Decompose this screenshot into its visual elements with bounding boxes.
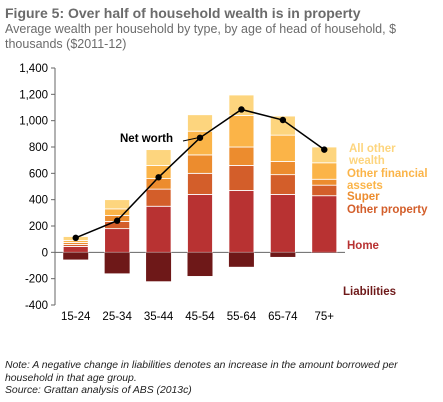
bar-segment bbox=[145, 149, 172, 166]
bar-segment bbox=[187, 154, 213, 174]
bar-segment-liabilities bbox=[146, 252, 172, 282]
bar-segment bbox=[187, 114, 213, 132]
bar-segment bbox=[311, 184, 338, 197]
y-tick-label: -200 bbox=[25, 274, 48, 286]
y-tick-label: 0 bbox=[42, 247, 48, 259]
bar-segment bbox=[269, 161, 296, 176]
net-worth-point bbox=[238, 106, 245, 113]
bar-segment bbox=[187, 172, 213, 195]
net-worth-point bbox=[196, 134, 204, 141]
x-tick-label: 65-74 bbox=[268, 311, 298, 323]
bar-segment bbox=[228, 190, 255, 253]
bar-segment-liabilities bbox=[228, 252, 254, 267]
legend-label-other-financial-assets: Other financial assets bbox=[347, 168, 428, 192]
legend-label-super: Super bbox=[347, 191, 380, 203]
bar-segment-liabilities bbox=[63, 252, 89, 260]
y-tick-label: 800 bbox=[29, 142, 48, 154]
figure-subtitle: Average wealth per household by type, by… bbox=[5, 22, 397, 51]
bar-segment bbox=[269, 134, 296, 162]
bar-segment-liabilities bbox=[187, 252, 213, 277]
net-worth-point bbox=[72, 234, 79, 242]
net-worth-point bbox=[155, 174, 162, 181]
bar-segment-liabilities bbox=[104, 252, 130, 274]
bar-segment bbox=[311, 195, 338, 253]
legend-label-all-other-wealth: All other wealth bbox=[348, 143, 396, 167]
bar-segment bbox=[104, 199, 131, 210]
figure-title: Figure 5: Over half of household wealth … bbox=[5, 5, 361, 21]
bar-segment bbox=[311, 162, 338, 180]
figure-note: Note: A negative change in liabilities d… bbox=[5, 360, 435, 398]
bar-segment bbox=[228, 115, 255, 148]
bar-segment bbox=[145, 205, 172, 253]
bar-segment bbox=[311, 178, 338, 186]
bar-segment bbox=[228, 146, 255, 166]
y-tick-label: 600 bbox=[29, 168, 48, 180]
x-tick-label: 75+ bbox=[315, 311, 335, 323]
x-tick-label: 25-34 bbox=[102, 311, 132, 323]
bar-segment bbox=[269, 174, 296, 195]
net-worth-point bbox=[279, 116, 287, 124]
net-worth-point bbox=[321, 146, 328, 153]
legend-label-other-property: Other property bbox=[347, 204, 428, 216]
y-tick-label: 400 bbox=[29, 195, 48, 207]
y-tick-label: 1,200 bbox=[19, 89, 48, 101]
x-tick-label: 35-44 bbox=[144, 311, 174, 323]
legend-label-liabilities: Liabilities bbox=[343, 286, 396, 298]
bar-segment bbox=[187, 193, 213, 253]
y-tick-label: 1,000 bbox=[19, 116, 48, 128]
net-worth-pointer bbox=[182, 137, 199, 142]
x-tick-label: 45-54 bbox=[185, 311, 215, 323]
x-tick-label: 55-64 bbox=[227, 311, 257, 323]
bar-segment bbox=[62, 246, 89, 253]
y-tick-label: 1,400 bbox=[19, 63, 48, 75]
source-text: Source: Grattan analysis of ABS (2013c) bbox=[5, 385, 192, 396]
bar-segment-liabilities bbox=[311, 252, 337, 253]
note-text: Note: A negative change in liabilities d… bbox=[5, 360, 398, 384]
net-worth-label: Net worth bbox=[120, 133, 173, 145]
bar-segment bbox=[228, 165, 255, 191]
x-tick-label: 15-24 bbox=[61, 311, 91, 323]
bar-segment bbox=[145, 188, 172, 207]
bar-segment bbox=[104, 228, 131, 253]
net-worth-point bbox=[113, 217, 121, 224]
y-tick-label: 200 bbox=[29, 221, 48, 233]
bar-segment-liabilities bbox=[270, 252, 296, 257]
legend-label-home: Home bbox=[347, 240, 379, 252]
bar-segment bbox=[269, 115, 296, 136]
y-tick-label: -400 bbox=[25, 300, 48, 312]
bar-segment bbox=[269, 193, 296, 253]
